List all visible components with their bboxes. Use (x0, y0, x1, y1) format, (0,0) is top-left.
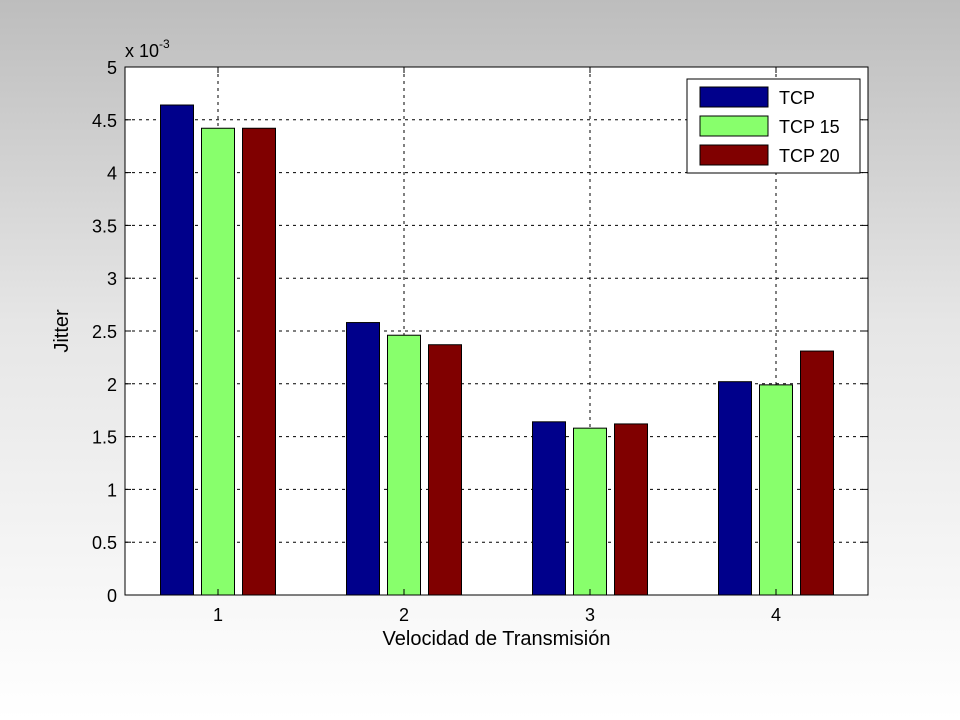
bar-tcp-4 (718, 381, 752, 596)
y-axis-ticks: 0 0.5 1 1.5 2 2.5 3 3.5 4 4.5 5 (92, 58, 868, 606)
y-tick-label: 0.5 (92, 533, 117, 553)
y-tick-label: 5 (107, 58, 117, 78)
y-tick-label: 3.5 (92, 216, 117, 236)
bar-tcp-20-4 (800, 350, 834, 596)
x-tick-label: 3 (585, 605, 595, 625)
bar-tcp-20-2 (428, 344, 462, 596)
legend-swatch (699, 86, 769, 108)
bar-tcp-3 (532, 421, 566, 596)
y-tick-label: 4.5 (92, 111, 117, 131)
legend: TCP TCP 15 TCP 20 (686, 78, 861, 174)
bar-tcp-20-1 (242, 127, 276, 596)
y-axis-exponent: x 10-3 (125, 37, 170, 61)
y-tick-label: 2.5 (92, 322, 117, 342)
bar-tcp-15-4 (759, 384, 793, 596)
legend-swatch (699, 144, 769, 166)
grid-lines (125, 67, 868, 595)
y-tick-label: 1 (107, 480, 117, 500)
bars (160, 104, 834, 596)
x-axis-label: Velocidad de Transmisión (383, 628, 611, 650)
legend-label: TCP 20 (779, 146, 840, 166)
legend-swatch (699, 115, 769, 137)
y-tick-label: 2 (107, 375, 117, 395)
bar-tcp-15-2 (387, 334, 421, 596)
x-tick-label: 4 (771, 605, 781, 625)
x-tick-label: 1 (213, 605, 223, 625)
legend-label: TCP (779, 88, 815, 108)
y-tick-label: 0 (107, 586, 117, 606)
exponent-base: x 10 (125, 41, 159, 61)
bar-tcp-2 (346, 322, 380, 596)
y-tick-label: 4 (107, 164, 117, 184)
y-tick-label: 3 (107, 269, 117, 289)
legend-label: TCP 15 (779, 117, 840, 137)
bar-tcp-1 (160, 104, 194, 596)
exponent-power: -3 (159, 37, 170, 51)
bar-tcp-15-3 (573, 427, 607, 596)
x-tick-label: 2 (399, 605, 409, 625)
bar-tcp-15-1 (201, 127, 235, 596)
x-axis-ticks: 1 2 3 4 (213, 67, 781, 625)
y-axis-label: Jitter (51, 309, 73, 353)
y-tick-label: 1.5 (92, 428, 117, 448)
bar-tcp-20-3 (614, 423, 648, 596)
